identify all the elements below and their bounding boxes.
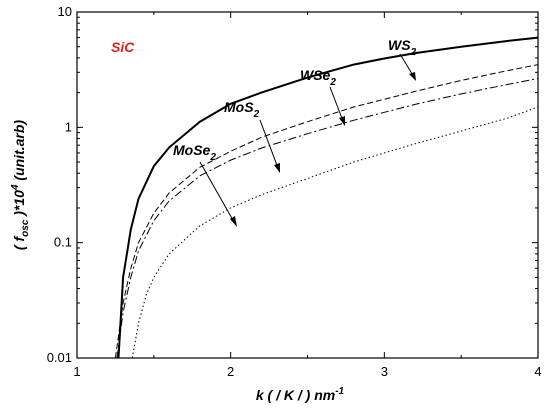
- series-line-ws2: [117, 36, 539, 359]
- x-tick-label: 3: [381, 364, 388, 379]
- series-line-wse2: [114, 64, 539, 359]
- ticks-group: 1 2 3 4 0.01 0.1 1 10: [47, 4, 542, 379]
- series-label-mos2: MoS2: [224, 99, 260, 120]
- series-group: [114, 36, 539, 359]
- arrow-mose2: [199, 161, 237, 227]
- arrow-ws2: [399, 53, 416, 81]
- y-tick-label: 0.1: [54, 235, 72, 250]
- y-tick-label: 10: [58, 4, 72, 19]
- arrow-mos2: [259, 119, 280, 173]
- x-tick-label: 2: [227, 364, 234, 379]
- plot-border: [76, 11, 539, 359]
- y-tick-label: 0.01: [47, 350, 72, 365]
- x-tick-label: 4: [534, 364, 541, 379]
- y-tick-label: 1: [65, 119, 72, 134]
- series-label-wse2: WSe2: [300, 67, 336, 88]
- x-axis-label: k ( / K / ) nm-1: [256, 386, 345, 403]
- series-label-mose2: MoSe2: [173, 142, 216, 163]
- series-line-mos2: [116, 78, 539, 359]
- series-label-ws2: WS2: [388, 37, 417, 58]
- series-line-mose2: [131, 106, 539, 359]
- material-annotation: SiC: [111, 39, 135, 55]
- arrow-wse2: [329, 86, 345, 126]
- x-tick-label: 1: [73, 364, 80, 379]
- plot-frame: [76, 11, 539, 359]
- y-axis-label: ( fosc )*104 (unit.arb): [10, 120, 31, 250]
